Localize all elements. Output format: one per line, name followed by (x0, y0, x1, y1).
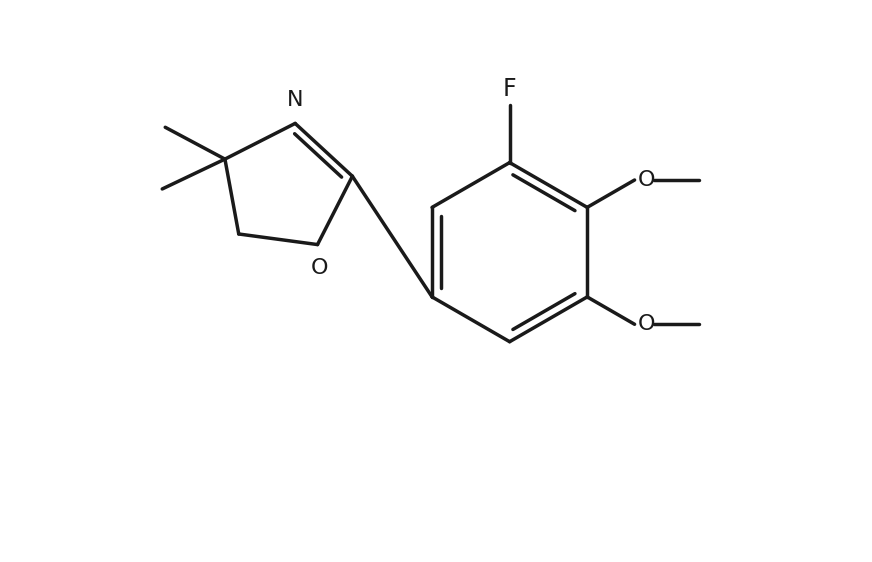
Text: O: O (637, 314, 655, 334)
Text: O: O (310, 257, 328, 278)
Text: F: F (503, 77, 516, 101)
Text: O: O (637, 170, 655, 190)
Text: N: N (287, 90, 303, 111)
